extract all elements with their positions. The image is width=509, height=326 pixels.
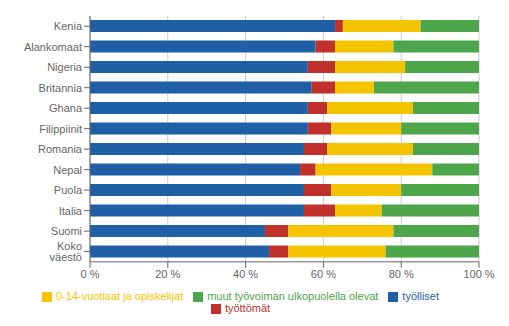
html-text:työlliset: työlliset bbox=[402, 289, 439, 302]
html-text:0-14-vuotiaat ja opiskelijat: 0-14-vuotiaat ja opiskelijat bbox=[56, 289, 184, 302]
svg-text:Ghana: Ghana bbox=[49, 102, 83, 114]
svg-text:0 %: 0 % bbox=[81, 268, 100, 280]
html-text:työttömät: työttömät bbox=[224, 301, 271, 314]
svg-text:Romania: Romania bbox=[38, 143, 83, 155]
svg-text:Britannia: Britannia bbox=[39, 82, 83, 94]
html-text:muut työvoiman ulkopuolella ol: muut työvoiman ulkopuolella olevat bbox=[207, 289, 379, 302]
svg-text:40 %: 40 % bbox=[233, 268, 258, 280]
svg-text:Italia: Italia bbox=[59, 205, 83, 217]
svg-text:Alankomaat: Alankomaat bbox=[24, 41, 82, 53]
svg-text:Kenia: Kenia bbox=[54, 20, 83, 32]
svg-text:20 %: 20 % bbox=[155, 268, 180, 280]
svg-text:60 %: 60 % bbox=[311, 268, 336, 280]
svg-text:80 %: 80 % bbox=[389, 268, 414, 280]
svg-text:Nepal: Nepal bbox=[53, 164, 82, 176]
svg-text:Kokoväestö: Kokoväestö bbox=[50, 240, 82, 263]
svg-text:Puola: Puola bbox=[54, 184, 83, 196]
svg-text:100 %: 100 % bbox=[463, 268, 494, 280]
svg-text:Nigeria: Nigeria bbox=[47, 61, 83, 73]
svg-text:Filippiinit: Filippiinit bbox=[39, 123, 82, 135]
svg-text:Suomi: Suomi bbox=[51, 225, 82, 237]
